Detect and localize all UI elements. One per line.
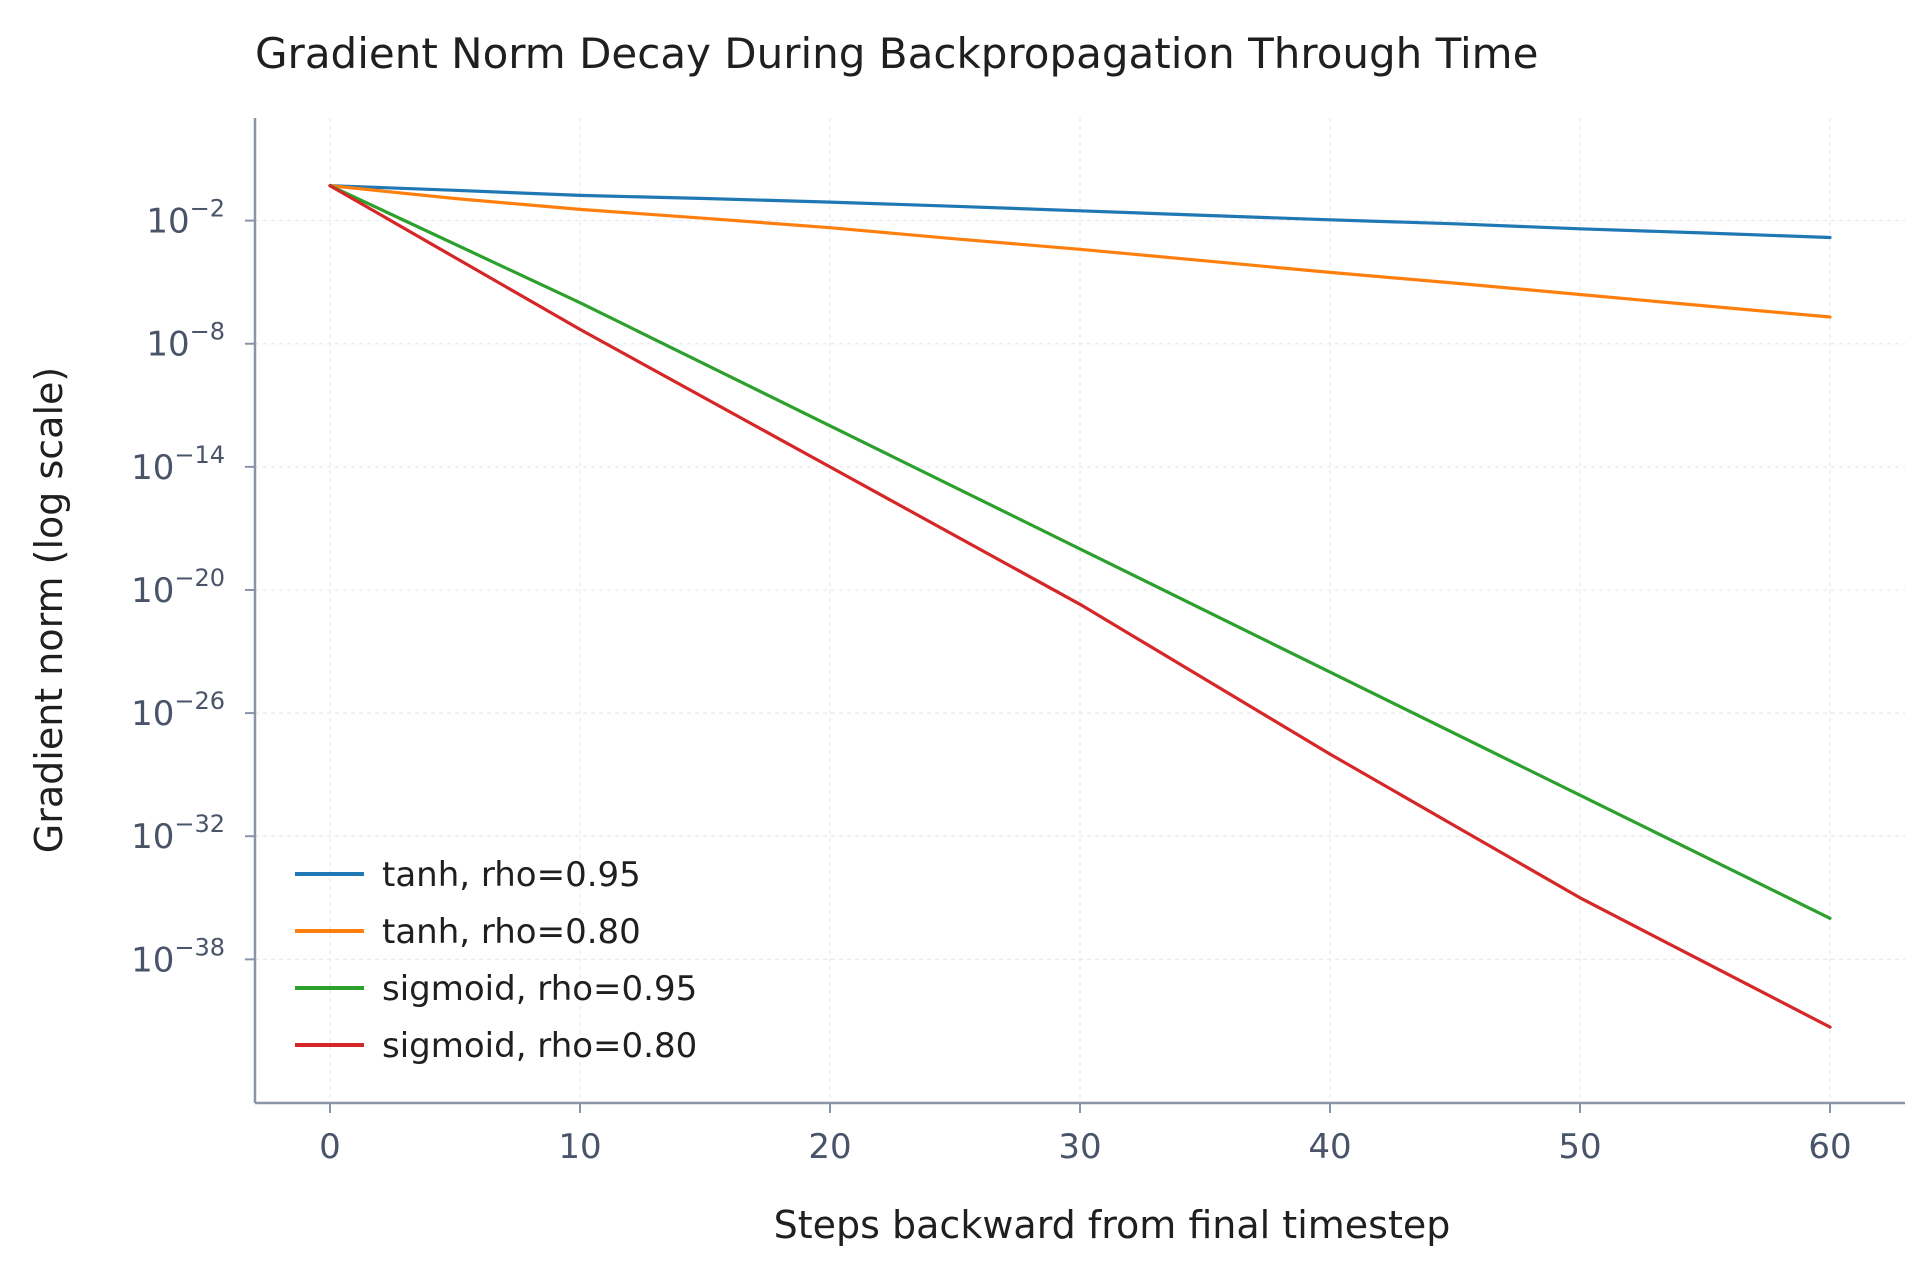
x-tick-label: 0 xyxy=(319,1127,341,1167)
legend-label: sigmoid, rho=0.95 xyxy=(382,969,697,1009)
grid xyxy=(255,118,1905,1103)
x-tick-label: 50 xyxy=(1558,1127,1601,1167)
legend-label: tanh, rho=0.95 xyxy=(382,855,641,895)
chart-title: Gradient Norm Decay During Backpropagati… xyxy=(255,29,1538,78)
legend-label: sigmoid, rho=0.80 xyxy=(382,1026,697,1066)
x-tick-label: 10 xyxy=(558,1127,601,1167)
series-line-3 xyxy=(328,184,1832,1029)
y-tick-label: 10−8 xyxy=(146,318,225,365)
series-layer xyxy=(328,184,1832,1029)
x-tick-label: 20 xyxy=(808,1127,851,1167)
legend-label: tanh, rho=0.80 xyxy=(382,912,641,952)
y-tick-label: 10−2 xyxy=(146,195,225,242)
series-line-1 xyxy=(328,184,1832,319)
x-axis-ticks: 0 10 20 30 40 50 60 xyxy=(319,1103,1852,1167)
series-line-0 xyxy=(328,184,1832,240)
y-tick-label: 10−38 xyxy=(131,933,225,980)
y-tick-label: 10−26 xyxy=(131,687,225,734)
y-axis-ticks: 10−2 10−8 10−14 10−20 10−26 10−32 10−38 xyxy=(131,195,255,980)
y-axis-label: Gradient norm (log scale) xyxy=(27,367,71,853)
y-tick-label: 10−20 xyxy=(131,564,225,611)
x-tick-label: 30 xyxy=(1058,1127,1101,1167)
x-tick-label: 60 xyxy=(1808,1127,1851,1167)
y-tick-label: 10−14 xyxy=(131,441,225,488)
y-tick-label: 10−32 xyxy=(131,810,225,857)
x-axis-label: Steps backward from final timestep xyxy=(774,1203,1451,1247)
series-line-2 xyxy=(328,184,1832,920)
legend: tanh, rho=0.95 tanh, rho=0.80 sigmoid, rho… xyxy=(295,855,697,1066)
x-tick-label: 40 xyxy=(1308,1127,1351,1167)
